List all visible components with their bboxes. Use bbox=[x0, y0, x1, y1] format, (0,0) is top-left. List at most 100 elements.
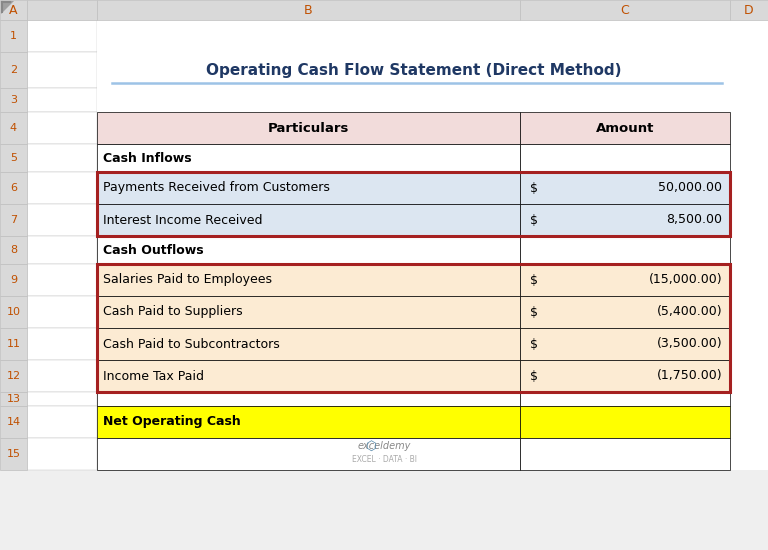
Bar bbox=[520, 264, 730, 296]
Bar bbox=[520, 438, 730, 470]
Bar bbox=[520, 264, 730, 296]
Bar bbox=[0, 0, 27, 20]
Bar bbox=[97, 438, 520, 470]
Text: 50,000.00: 50,000.00 bbox=[658, 182, 722, 195]
Bar bbox=[0, 328, 27, 360]
Bar bbox=[97, 360, 520, 392]
Text: 12: 12 bbox=[6, 371, 21, 381]
Text: 6: 6 bbox=[10, 183, 17, 193]
Text: D: D bbox=[744, 3, 754, 16]
Bar bbox=[97, 52, 520, 88]
Bar bbox=[27, 360, 97, 392]
Bar bbox=[97, 392, 520, 406]
Bar bbox=[27, 88, 97, 112]
Text: Cash Paid to Subcontractors: Cash Paid to Subcontractors bbox=[103, 338, 280, 350]
Bar bbox=[27, 236, 97, 264]
Text: 15: 15 bbox=[6, 449, 21, 459]
Bar bbox=[730, 20, 768, 52]
Bar bbox=[730, 392, 768, 406]
Bar bbox=[0, 236, 27, 264]
Bar bbox=[97, 406, 520, 438]
Bar bbox=[730, 360, 768, 392]
Bar bbox=[0, 172, 27, 204]
Text: Payments Received from Customers: Payments Received from Customers bbox=[103, 182, 330, 195]
Bar bbox=[520, 438, 730, 470]
Text: 13: 13 bbox=[6, 394, 21, 404]
Bar bbox=[0, 296, 27, 328]
Bar bbox=[520, 112, 730, 144]
Bar bbox=[0, 20, 27, 52]
Bar bbox=[730, 172, 768, 204]
Bar bbox=[0, 264, 27, 296]
Text: $: $ bbox=[530, 182, 538, 195]
Text: 8,500.00: 8,500.00 bbox=[666, 213, 722, 227]
Bar bbox=[27, 172, 97, 204]
Text: Operating Cash Flow Statement (Direct Method): Operating Cash Flow Statement (Direct Me… bbox=[206, 63, 621, 78]
Text: $: $ bbox=[530, 370, 538, 382]
Bar bbox=[97, 236, 520, 264]
Bar bbox=[520, 236, 730, 264]
Bar bbox=[0, 88, 27, 112]
Bar bbox=[97, 88, 520, 112]
Bar bbox=[97, 264, 730, 392]
Bar bbox=[520, 296, 730, 328]
Bar bbox=[730, 328, 768, 360]
Bar bbox=[520, 392, 730, 406]
Bar bbox=[0, 204, 27, 236]
Text: ⬡: ⬡ bbox=[365, 439, 376, 453]
Bar bbox=[520, 360, 730, 392]
Text: Cash Paid to Suppliers: Cash Paid to Suppliers bbox=[103, 305, 243, 318]
Bar bbox=[520, 172, 730, 204]
Bar bbox=[27, 406, 97, 438]
Bar bbox=[97, 360, 520, 392]
Bar bbox=[730, 0, 768, 20]
Text: (5,400.00): (5,400.00) bbox=[657, 305, 722, 318]
Bar bbox=[520, 204, 730, 236]
Text: EXCEL · DATA · BI: EXCEL · DATA · BI bbox=[352, 455, 416, 465]
Bar bbox=[730, 144, 768, 172]
Bar bbox=[520, 0, 730, 20]
Bar bbox=[520, 112, 730, 144]
Bar bbox=[27, 112, 97, 144]
Bar bbox=[97, 144, 520, 172]
Text: $: $ bbox=[530, 305, 538, 318]
Text: Interest Income Received: Interest Income Received bbox=[103, 213, 263, 227]
Text: 8: 8 bbox=[10, 245, 17, 255]
Text: 10: 10 bbox=[6, 307, 21, 317]
Bar bbox=[730, 296, 768, 328]
Bar bbox=[97, 112, 520, 144]
Bar bbox=[97, 20, 520, 52]
Bar bbox=[520, 144, 730, 172]
Bar bbox=[730, 438, 768, 470]
Text: 11: 11 bbox=[6, 339, 21, 349]
Text: 1: 1 bbox=[10, 31, 17, 41]
Bar bbox=[520, 88, 730, 112]
Text: Cash Outflows: Cash Outflows bbox=[103, 244, 204, 256]
Bar bbox=[97, 392, 520, 406]
Bar bbox=[0, 144, 27, 172]
Bar bbox=[730, 88, 768, 112]
Bar bbox=[97, 264, 520, 296]
Bar bbox=[27, 52, 97, 88]
Text: (15,000.00): (15,000.00) bbox=[648, 273, 722, 287]
Bar bbox=[97, 264, 520, 296]
Bar bbox=[730, 52, 768, 88]
Bar bbox=[27, 438, 97, 470]
Text: $: $ bbox=[530, 213, 538, 227]
Bar bbox=[97, 296, 520, 328]
Polygon shape bbox=[1, 1, 14, 14]
Bar bbox=[730, 112, 768, 144]
Text: B: B bbox=[304, 3, 313, 16]
Bar bbox=[520, 296, 730, 328]
Bar bbox=[730, 406, 768, 438]
Bar bbox=[27, 328, 97, 360]
Bar bbox=[27, 296, 97, 328]
Bar bbox=[97, 328, 520, 360]
Text: 5: 5 bbox=[10, 153, 17, 163]
Text: 9: 9 bbox=[10, 275, 17, 285]
Bar bbox=[97, 296, 520, 328]
Bar bbox=[730, 236, 768, 264]
Text: (3,500.00): (3,500.00) bbox=[657, 338, 722, 350]
Bar bbox=[520, 236, 730, 264]
Bar bbox=[520, 20, 730, 52]
